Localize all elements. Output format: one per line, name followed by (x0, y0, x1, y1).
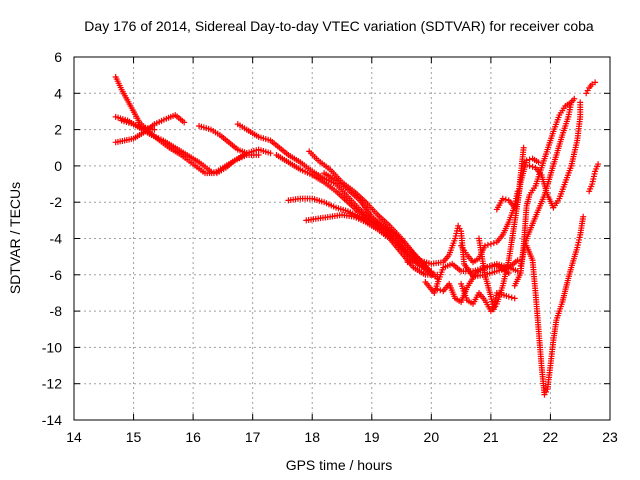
series-arc-17 (475, 155, 542, 313)
y-tick-label: -14 (42, 412, 62, 428)
data-point (529, 163, 536, 170)
data-point (243, 150, 250, 157)
data-point (505, 269, 512, 276)
series-arc-5 (196, 122, 250, 157)
data-point (487, 240, 494, 247)
y-tick-label: 6 (54, 49, 62, 65)
series-arc-14 (434, 262, 512, 306)
data-point (499, 195, 506, 202)
y-axis-label: SDTVAR / TECUs (7, 182, 23, 294)
data-point (595, 161, 602, 168)
y-tick-label: 2 (54, 122, 62, 138)
data-marks (112, 73, 602, 398)
data-point (428, 269, 435, 276)
y-tick-label: -12 (42, 376, 62, 392)
series-arc-3 (112, 112, 188, 146)
x-tick-label: 17 (245, 429, 261, 445)
data-point (502, 196, 509, 203)
data-point (181, 119, 188, 126)
series-arc-4 (118, 117, 158, 133)
data-point (392, 233, 399, 240)
series-arc-21 (523, 213, 587, 398)
x-tick-label: 15 (126, 429, 142, 445)
x-tick-label: 16 (185, 429, 201, 445)
data-point (484, 241, 491, 248)
data-point (207, 168, 214, 175)
data-point (535, 159, 542, 166)
x-tick-label: 22 (543, 429, 559, 445)
axis-ticks: 14 15 16 17 18 19 20 21 22 23 -14 -12 -10 -8 -6 -4 -2 0 2 4… (42, 49, 618, 445)
data-point (490, 240, 497, 247)
series-arc-22 (526, 99, 584, 211)
x-tick-label: 19 (364, 429, 380, 445)
data-point (267, 150, 274, 157)
data-point (434, 286, 441, 293)
data-point (505, 293, 512, 300)
data-point (526, 162, 533, 169)
data-point (584, 87, 591, 94)
x-tick-label: 14 (66, 429, 82, 445)
y-tick-label: -4 (50, 231, 63, 247)
y-tick-label: -8 (50, 303, 63, 319)
series-arc-9 (303, 211, 441, 278)
x-axis-label: GPS time / hours (286, 457, 393, 473)
data-point (520, 144, 527, 151)
series-arc-11 (321, 170, 399, 240)
x-tick-label: 23 (602, 429, 618, 445)
data-point (508, 294, 515, 301)
series-arc-24 (583, 79, 599, 97)
data-point (151, 126, 158, 133)
data-point (592, 79, 599, 86)
data-point (580, 213, 587, 220)
plot-frame (73, 56, 611, 421)
series-arc-20 (517, 95, 578, 269)
series-arc-23 (586, 161, 602, 195)
data-point (437, 287, 444, 294)
y-tick-label: -6 (50, 267, 63, 283)
data-point (210, 169, 217, 176)
y-tick-label: -10 (42, 339, 62, 355)
data-point (577, 99, 584, 106)
x-tick-label: 20 (424, 429, 440, 445)
x-tick-label: 18 (304, 429, 320, 445)
chart-title: Day 176 of 2014, Sidereal Day-to-day VTE… (84, 18, 594, 34)
y-tick-label: 0 (54, 158, 62, 174)
y-tick-label: 4 (54, 85, 62, 101)
data-point (255, 152, 262, 159)
data-point (571, 95, 578, 102)
data-point (583, 90, 590, 97)
y-tick-label: -2 (50, 194, 63, 210)
series-arc-18 (493, 144, 527, 213)
data-point (514, 257, 521, 264)
x-tick-label: 21 (483, 429, 499, 445)
data-point (523, 157, 530, 164)
data-point (511, 295, 518, 302)
